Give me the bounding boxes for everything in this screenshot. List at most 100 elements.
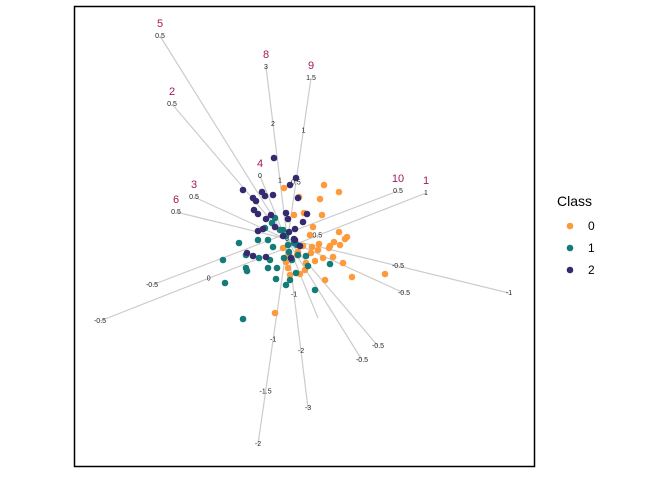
axis-tick-label: 0.5 <box>291 180 301 187</box>
data-point <box>264 236 272 244</box>
axis-tick-label: 0 <box>207 275 211 282</box>
data-point <box>272 275 280 283</box>
axis-tick-label: 1 <box>424 190 428 197</box>
data-point <box>303 210 311 218</box>
data-point <box>296 242 304 250</box>
data-point <box>286 271 294 279</box>
axis-tick-label: 2 <box>271 121 275 128</box>
axis-line <box>175 211 510 294</box>
axis-tick-label: 0 <box>258 173 262 180</box>
axis-tick-label: -0.5 <box>146 282 158 289</box>
legend-entry-1: 1 <box>566 241 595 255</box>
data-point <box>311 286 319 294</box>
axis-tick-label: 0.5 <box>189 194 199 201</box>
data-point <box>311 257 319 265</box>
data-point <box>219 256 227 264</box>
data-point <box>254 236 262 244</box>
axis-name: 8 <box>263 49 269 61</box>
data-point <box>291 236 299 244</box>
axis-tick-label: 0.5 <box>393 188 403 195</box>
legend-marker <box>566 244 574 252</box>
data-point <box>330 238 338 246</box>
data-point <box>286 276 294 284</box>
axis-tick-label: 1 <box>278 178 282 185</box>
axis-name: 10 <box>392 173 404 185</box>
data-point <box>307 249 315 257</box>
data-point <box>261 192 269 200</box>
data-point <box>319 254 327 262</box>
data-point <box>284 264 292 272</box>
legend-label: 0 <box>588 219 595 233</box>
data-point <box>325 244 333 252</box>
data-point <box>243 267 251 275</box>
legend-marker <box>566 266 574 274</box>
axis-tick-label: -2 <box>298 348 304 355</box>
data-point <box>284 215 292 223</box>
data-point <box>308 243 316 251</box>
axis-tick-label: -0.5 <box>356 357 368 364</box>
data-point <box>287 254 295 262</box>
data-point <box>262 253 270 261</box>
legend-label: 2 <box>588 263 595 277</box>
data-point <box>321 276 329 284</box>
data-point <box>273 264 281 272</box>
axis-tick-label: 0.5 <box>171 209 181 216</box>
data-point <box>280 184 288 192</box>
data-point <box>239 186 247 194</box>
data-point <box>282 281 290 289</box>
series-class-1 <box>219 214 334 323</box>
data-point <box>282 209 290 217</box>
axis-tick-label: 3 <box>264 64 268 71</box>
data-point <box>341 235 349 243</box>
data-point <box>280 254 288 262</box>
axis-tick-label: -2 <box>255 441 261 448</box>
data-point <box>285 228 293 236</box>
axis-name: 3 <box>191 179 197 191</box>
data-point <box>269 243 277 251</box>
axis-tick-label: -0.5 <box>94 318 106 325</box>
axis-name: 6 <box>173 194 179 206</box>
data-point <box>290 211 298 219</box>
axis-name: 9 <box>308 60 314 72</box>
axis-10: 0.5-0.510 <box>146 173 404 289</box>
data-point <box>326 260 334 268</box>
data-point <box>239 315 247 323</box>
axis-tick-label: -0.5 <box>398 290 410 297</box>
legend-title: Class <box>557 193 592 209</box>
data-point <box>294 194 302 202</box>
data-point <box>285 248 293 256</box>
data-point <box>316 195 324 203</box>
axis-tick-label: 0.5 <box>167 101 177 108</box>
data-point <box>249 252 257 260</box>
data-point <box>271 309 279 317</box>
data-point <box>335 188 343 196</box>
data-point <box>292 269 300 277</box>
axis-tick-label: 0.5 <box>155 33 165 40</box>
data-point <box>336 241 344 249</box>
axis-line <box>159 35 363 361</box>
data-point <box>294 251 302 259</box>
projection-axes: 0.5 -0.5 5 0.5 -0.5 2 3 2 1 -1 -2 -3 8 1.5 1 0.5 -1 -1.5 -… <box>94 18 512 448</box>
axis-tick-label: 1.5 <box>306 75 316 82</box>
legend-label: 1 <box>588 241 595 255</box>
legend-marker <box>566 222 574 230</box>
data-point <box>267 211 275 219</box>
axis-tick-label: -1.5 <box>260 389 272 396</box>
axis-line <box>151 190 399 286</box>
data-point <box>314 246 322 254</box>
data-point <box>284 241 292 249</box>
legend-entry-0: 0 <box>566 219 595 233</box>
data-point <box>306 231 314 239</box>
data-point <box>339 259 347 267</box>
plot-frame <box>73 5 536 468</box>
data-point <box>292 174 300 182</box>
axis-tick-label: 0.5 <box>312 233 322 240</box>
axis-tick-label: 1 <box>301 127 305 134</box>
axis-name: 5 <box>157 18 163 30</box>
axis-tick-label: -0.5 <box>372 343 384 350</box>
data-point <box>329 253 337 261</box>
data-point <box>291 225 299 233</box>
data-point <box>320 181 328 189</box>
axis-5: 0.5 -0.5 5 <box>155 18 368 364</box>
